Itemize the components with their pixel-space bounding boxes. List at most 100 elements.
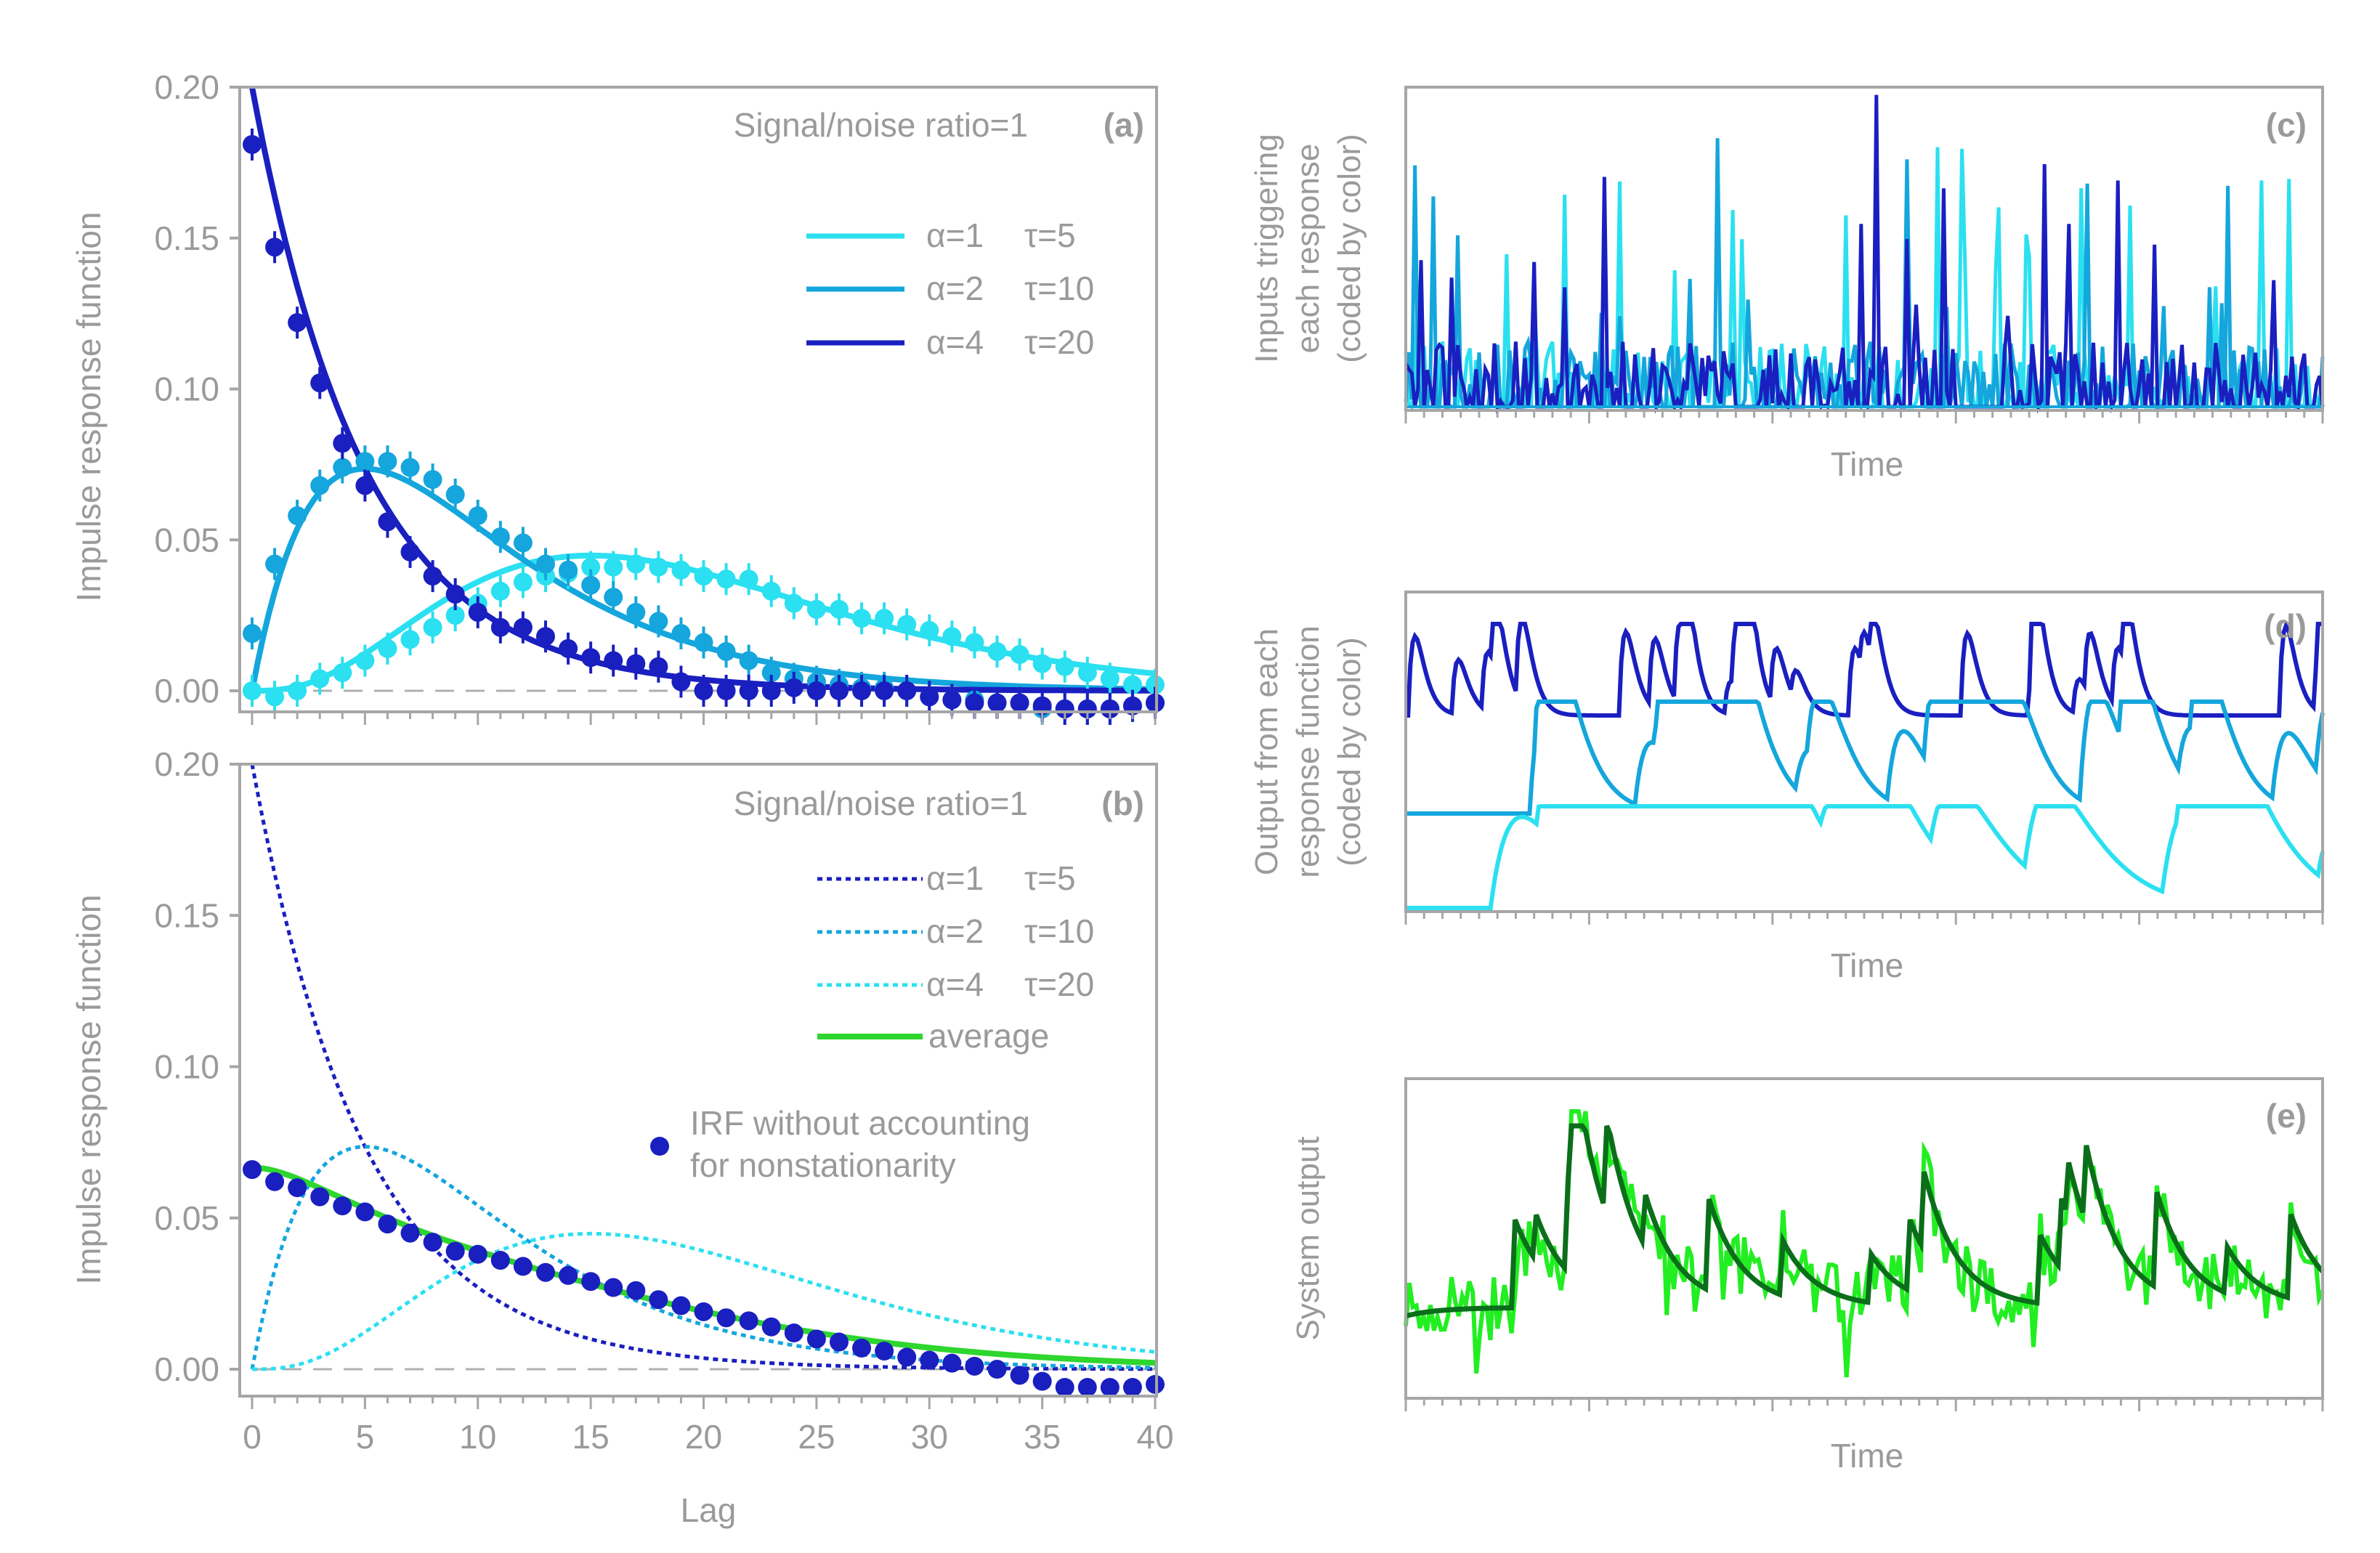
- panel-e-x-ticks: [1404, 1398, 2324, 1411]
- data-point: [378, 512, 397, 532]
- panel-d: (d) Time Output from each response funct…: [1249, 591, 2325, 984]
- response-series: [1406, 700, 2325, 816]
- data-point: [400, 630, 420, 649]
- data-point: [604, 557, 623, 577]
- panel-b-legend-alpha-1: α=1: [926, 859, 984, 897]
- data-point: [1010, 693, 1029, 713]
- panel-b-legend-marker-points: [650, 1137, 669, 1156]
- data-point: [1055, 699, 1074, 718]
- data-point: [694, 567, 713, 586]
- data-point: [1100, 669, 1120, 689]
- data-point: [694, 1302, 713, 1321]
- data-point: [875, 609, 894, 628]
- data-point: [378, 452, 397, 471]
- data-point: [310, 373, 330, 393]
- panel-d-y-axis-label-line-2: response function: [1290, 625, 1326, 877]
- panel-a-legend: α=1 τ=5 α=2 τ=10 α=4 τ=20: [806, 216, 1094, 361]
- y-tick-label: 0.15: [154, 219, 219, 257]
- data-point: [604, 651, 623, 670]
- data-point: [739, 681, 758, 700]
- panel-c-x-ticks: [1404, 410, 2324, 423]
- panel-a: 0.00 0.05 0.10 0.15 0.20 Impulse response fu…: [70, 68, 1165, 725]
- data-point: [490, 617, 510, 637]
- panel-a-y-ticks: 0.00 0.05 0.10 0.15 0.20: [154, 68, 240, 710]
- x-tick-label: 5: [356, 1418, 375, 1456]
- data-point: [604, 1278, 623, 1297]
- data-point: [288, 313, 307, 333]
- data-point: [468, 1244, 487, 1264]
- data-point: [897, 1347, 917, 1367]
- input-series: [1404, 94, 2325, 414]
- panel-c-plot-area: [1404, 94, 2325, 414]
- panel-a-plot-area: [243, 86, 1165, 725]
- panel-a-legend-alpha-3: α=4: [926, 323, 984, 361]
- data-point: [649, 657, 668, 676]
- panel-a-legend-tau-1: τ=5: [1024, 216, 1076, 254]
- data-point: [581, 557, 601, 577]
- data-point: [829, 1332, 849, 1352]
- panel-d-frame: [1404, 591, 2324, 913]
- data-point: [535, 554, 555, 574]
- panel-c-label: (c): [2266, 106, 2307, 144]
- panel-a-frame: [238, 86, 1158, 713]
- data-point: [265, 238, 285, 257]
- data-point: [333, 663, 352, 683]
- data-point: [626, 1281, 646, 1300]
- x-tick-label: 10: [459, 1418, 496, 1456]
- data-point: [604, 588, 623, 607]
- panel-b-title: Signal/noise ratio=1: [734, 784, 1028, 822]
- x-tick-label: 35: [1024, 1418, 1061, 1456]
- panel-c-x-axis-label: Time: [1831, 445, 1904, 483]
- data-point: [761, 1317, 781, 1337]
- panel-d-plot-area: [1406, 621, 2325, 910]
- data-point: [1010, 1366, 1029, 1385]
- data-point: [1100, 699, 1120, 718]
- response-series: [1406, 621, 2323, 718]
- data-point: [1032, 654, 1052, 673]
- data-point: [897, 615, 917, 634]
- x-tick-label: 30: [911, 1418, 948, 1456]
- data-point: [400, 542, 420, 561]
- data-point: [581, 575, 601, 595]
- data-point: [445, 606, 465, 625]
- series-line: [252, 1231, 1156, 1371]
- data-point: [784, 593, 804, 613]
- panel-c-y-axis-label-line-2: each response: [1290, 144, 1326, 354]
- data-point: [1032, 1371, 1052, 1391]
- panel-a-legend-alpha-1: α=1: [926, 216, 984, 254]
- data-point: [716, 569, 736, 589]
- data-point: [445, 585, 465, 604]
- data-point: [694, 633, 713, 652]
- y-tick-label: 0.05: [154, 521, 219, 559]
- data-point: [739, 651, 758, 670]
- data-point: [852, 681, 872, 700]
- data-point: [265, 687, 285, 707]
- data-point: [716, 1308, 736, 1328]
- data-point: [445, 1241, 465, 1261]
- data-point: [761, 581, 781, 601]
- data-point: [806, 1329, 826, 1349]
- data-point: [535, 1262, 555, 1282]
- data-point: [1077, 1377, 1097, 1397]
- y-tick-label: 0.05: [154, 1199, 219, 1237]
- data-point: [716, 681, 736, 700]
- data-point: [965, 693, 984, 713]
- panel-b-plot-area: [243, 763, 1165, 1397]
- data-point: [1122, 1377, 1142, 1397]
- data-point: [288, 506, 307, 526]
- panel-b-legend-alpha-3: α=4: [926, 965, 984, 1003]
- panel-a-x-ticks: [251, 712, 1157, 725]
- panel-d-y-axis-label-line-3: (coded by color): [1332, 637, 1367, 866]
- data-point: [761, 681, 781, 700]
- data-point: [559, 638, 578, 658]
- panel-b-legend-tau-3: τ=20: [1024, 965, 1094, 1003]
- panel-d-x-axis-label: Time: [1831, 946, 1904, 984]
- data-point: [1122, 675, 1142, 694]
- data-point: [897, 681, 917, 700]
- data-point: [875, 1342, 894, 1361]
- data-point: [400, 1223, 420, 1243]
- data-point: [513, 572, 533, 592]
- data-point: [626, 602, 646, 622]
- panel-b-legend-tau-2: τ=10: [1024, 912, 1094, 950]
- panel-a-title: Signal/noise ratio=1: [734, 106, 1028, 144]
